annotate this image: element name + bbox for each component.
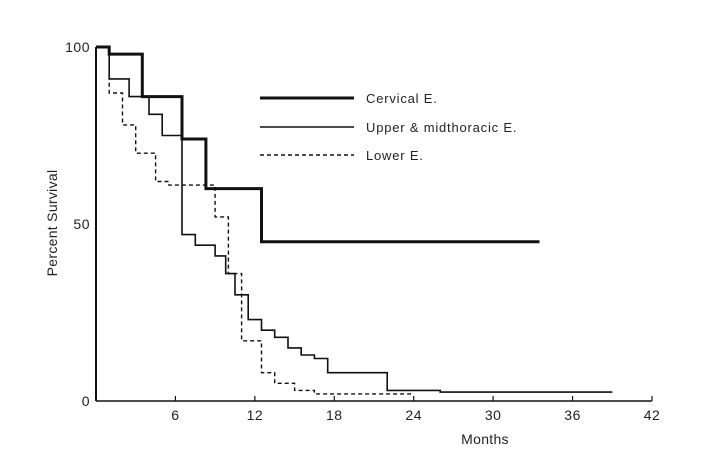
x-axis-label: Months bbox=[461, 431, 509, 447]
legend-label-cervical: Cervical E. bbox=[366, 91, 438, 106]
series-line-cervical bbox=[96, 45, 540, 244]
x-tick-label: 42 bbox=[644, 407, 661, 423]
y-tick-label: 50 bbox=[73, 216, 90, 232]
legend-item-lower: Lower E. bbox=[260, 148, 424, 163]
series-line-lower bbox=[96, 46, 414, 395]
axes: 6 12 18 24 30 36 42 0 50 100 bbox=[65, 39, 660, 423]
plot-area bbox=[96, 45, 613, 395]
x-tick-label: 6 bbox=[171, 407, 179, 423]
legend-item-cervical: Cervical E. bbox=[260, 91, 438, 106]
legend-item-upper: Upper & midthoracic E. bbox=[260, 120, 517, 135]
x-tick-label: 36 bbox=[564, 407, 581, 423]
series-line-upper-midthoracic bbox=[96, 46, 613, 393]
y-tick-label: 100 bbox=[65, 39, 90, 55]
x-tick-label: 24 bbox=[405, 407, 422, 423]
x-tick-label: 30 bbox=[485, 407, 502, 423]
legend: Cervical E. Upper & midthoracic E. Lower… bbox=[260, 91, 517, 163]
x-tick-label: 18 bbox=[326, 407, 343, 423]
legend-label-upper: Upper & midthoracic E. bbox=[366, 120, 517, 135]
y-tick-label: 0 bbox=[82, 393, 90, 409]
x-tick-label: 12 bbox=[247, 407, 264, 423]
legend-label-lower: Lower E. bbox=[366, 148, 424, 163]
y-axis-label: Percent Survival bbox=[44, 170, 60, 277]
